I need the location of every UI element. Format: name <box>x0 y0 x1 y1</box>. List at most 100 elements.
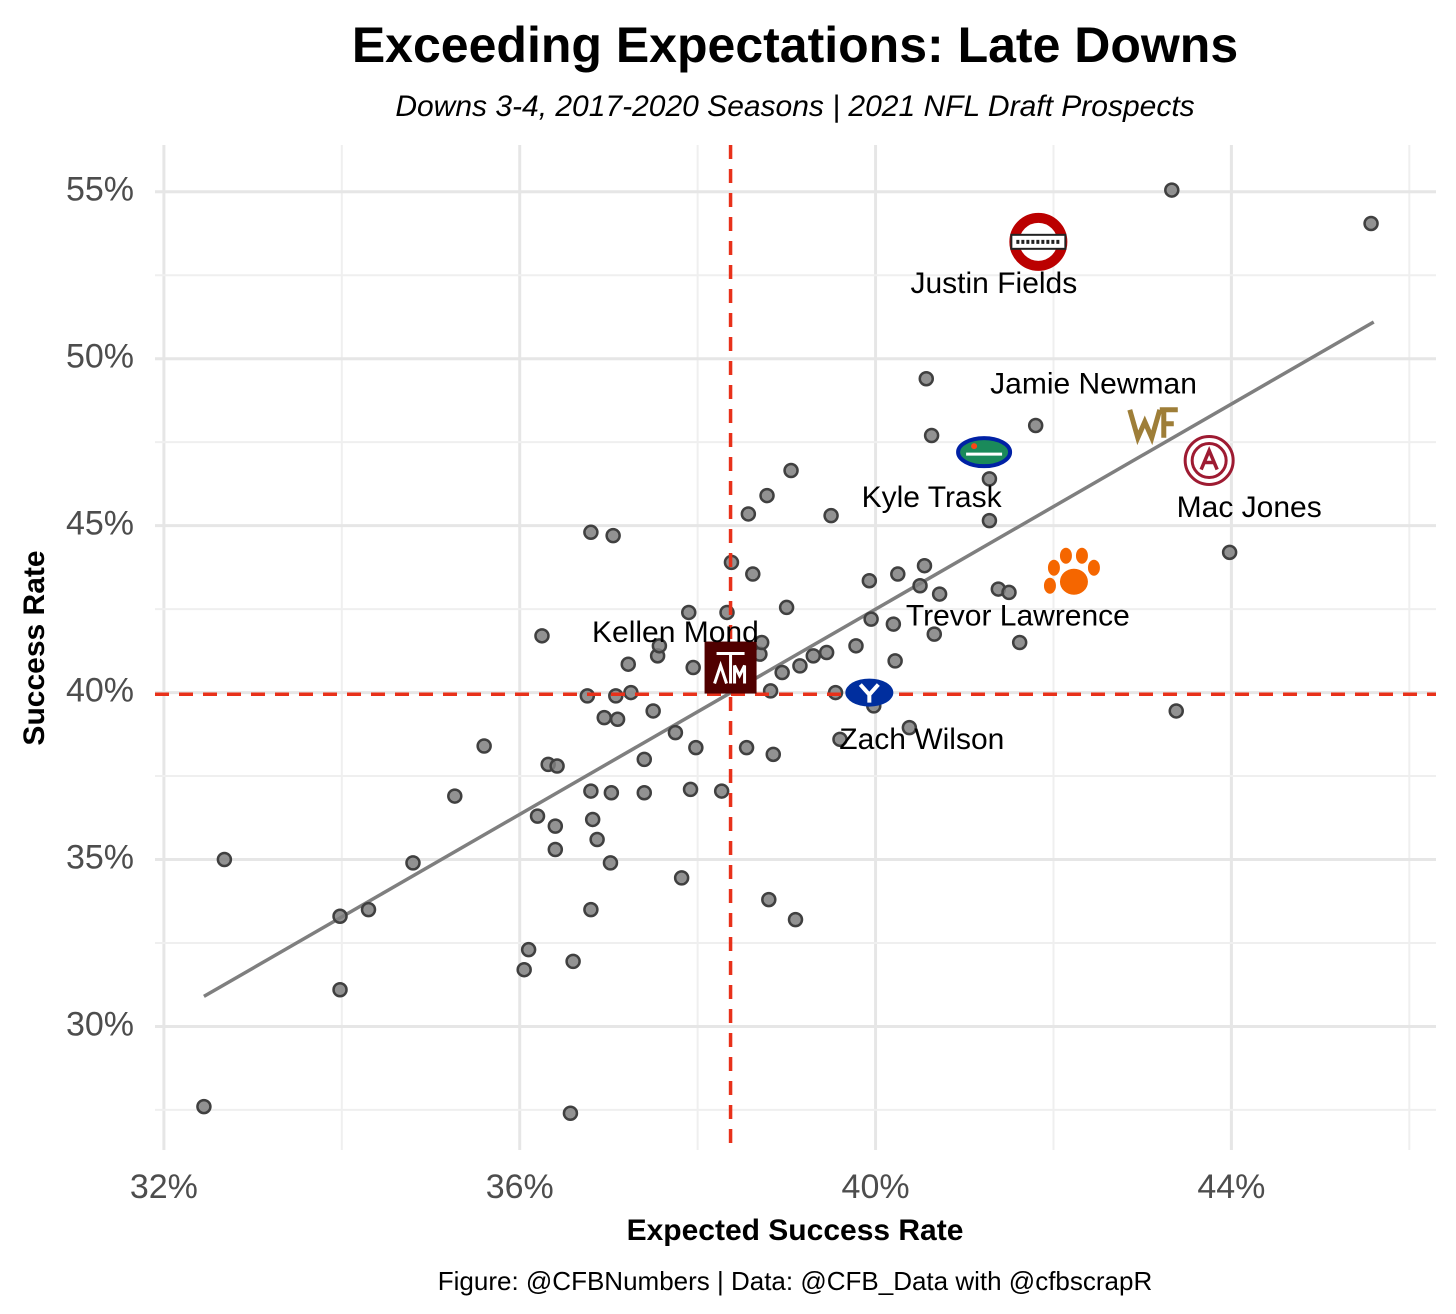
player-label: Justin Fields <box>911 267 1078 300</box>
florida-logo <box>956 436 1013 469</box>
ohio-state-logo <box>1009 212 1068 271</box>
data-point <box>681 604 697 621</box>
data-point <box>1221 544 1238 561</box>
data-point <box>981 512 998 529</box>
grid-lines <box>155 145 1436 1150</box>
x-tick-label: 36% <box>486 1168 554 1206</box>
data-points <box>196 182 1379 1122</box>
wake-forest-logo <box>1127 407 1178 446</box>
player-label: Jamie Newman <box>990 367 1197 400</box>
data-point <box>562 1105 579 1122</box>
data-point <box>620 656 637 672</box>
data-point <box>565 953 581 970</box>
data-point <box>583 901 599 918</box>
data-point <box>738 739 755 756</box>
alabama-logo <box>1183 435 1235 487</box>
y-axis-title: Success Rate <box>18 550 51 745</box>
team-logos <box>704 212 1235 707</box>
y-tick-label: 40% <box>66 672 134 710</box>
data-point <box>605 527 621 544</box>
trend-line <box>203 320 1375 998</box>
data-point <box>360 901 377 918</box>
data-point <box>583 524 599 541</box>
data-point <box>1363 215 1379 232</box>
data-point <box>783 462 799 479</box>
data-point <box>923 427 940 444</box>
data-point <box>1011 634 1028 651</box>
data-point <box>832 731 848 748</box>
y-tick-label: 50% <box>66 338 134 376</box>
data-point <box>602 855 619 871</box>
data-point <box>818 644 835 661</box>
data-point <box>863 611 879 627</box>
data-point <box>1001 584 1017 601</box>
y-tick-label: 35% <box>66 839 134 877</box>
clemson-logo <box>1043 547 1100 595</box>
data-point <box>547 818 564 834</box>
x-tick-label: 44% <box>1197 1168 1265 1206</box>
data-point <box>901 719 918 736</box>
byu-logo <box>845 678 894 707</box>
data-point <box>583 783 599 799</box>
data-point <box>778 599 795 616</box>
data-point <box>761 891 777 908</box>
data-point <box>520 941 537 958</box>
y-tick-label: 30% <box>66 1005 134 1043</box>
data-point <box>584 811 601 828</box>
data-point <box>589 831 605 848</box>
data-point <box>447 788 463 804</box>
trend-line-group <box>203 320 1375 998</box>
data-point <box>1164 182 1180 198</box>
data-point <box>549 758 565 774</box>
data-point <box>332 908 348 925</box>
data-point <box>547 841 564 858</box>
data-point <box>823 507 839 524</box>
data-point <box>529 808 546 824</box>
player-label: Zach Wilson <box>839 723 1004 756</box>
player-labels: Justin Fields Jamie Newman Mac Jones Kyle T… <box>592 267 1322 756</box>
reference-lines <box>155 145 1436 1150</box>
data-point <box>476 738 492 754</box>
texas-am-logo <box>704 641 757 694</box>
data-point <box>596 709 612 726</box>
data-point <box>688 739 704 756</box>
data-point <box>196 1098 212 1115</box>
y-tick-label: 55% <box>66 171 134 209</box>
data-point <box>216 851 233 868</box>
data-point <box>787 911 804 928</box>
data-point <box>887 653 903 669</box>
x-tick-label: 32% <box>130 1168 198 1206</box>
data-point <box>805 648 822 664</box>
data-point <box>745 566 761 582</box>
data-point <box>931 586 948 602</box>
data-point <box>890 566 906 582</box>
data-point <box>740 506 757 522</box>
data-point <box>861 572 878 589</box>
chart-title: Exceeding Expectations: Late Downs <box>352 17 1238 73</box>
data-point <box>673 870 690 886</box>
player-label: Kellen Mond <box>592 616 759 649</box>
data-point <box>926 626 943 642</box>
data-point <box>759 487 775 504</box>
data-point <box>667 724 684 741</box>
chart-caption: Figure: @CFBNumbers | Data: @CFB_Data wi… <box>438 1266 1152 1296</box>
player-label: Mac Jones <box>1177 491 1322 524</box>
data-point <box>916 557 933 574</box>
data-point <box>885 616 902 632</box>
chart-subtitle: Downs 3-4, 2017-2020 Seasons | 2021 NFL … <box>395 90 1194 123</box>
y-tick-label: 45% <box>66 505 134 543</box>
data-point <box>636 751 653 768</box>
data-point <box>609 711 626 728</box>
data-point <box>516 961 532 978</box>
player-label: Kyle Trask <box>862 481 1003 514</box>
data-point <box>405 855 421 871</box>
data-point <box>918 370 935 387</box>
data-point <box>912 577 928 594</box>
data-point <box>685 659 701 676</box>
player-label: Trevor Lawrence <box>906 599 1130 632</box>
data-point <box>332 981 348 998</box>
data-point <box>1027 417 1044 434</box>
data-point <box>534 628 550 644</box>
x-axis-title: Expected Success Rate <box>627 1214 964 1247</box>
